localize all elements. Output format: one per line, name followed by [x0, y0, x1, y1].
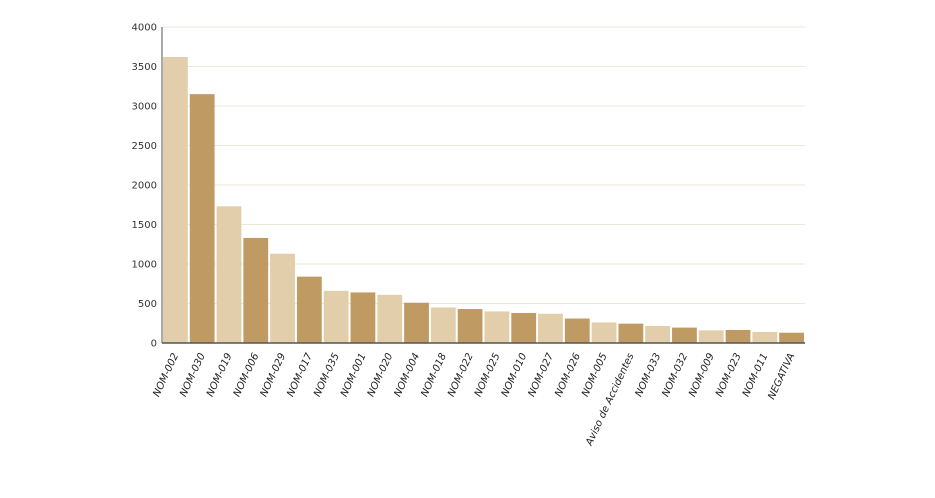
- bar: [484, 311, 510, 343]
- y-tick-label: 1500: [132, 220, 157, 231]
- bars: [163, 57, 804, 344]
- bar: [645, 326, 671, 343]
- bar: [243, 237, 269, 343]
- y-tick-label: 500: [138, 299, 157, 310]
- bar: [270, 253, 295, 343]
- x-tick-label: NOM-027: [526, 351, 556, 399]
- bar: [163, 57, 188, 344]
- y-tick-label: 1000: [132, 260, 157, 271]
- y-tick-label: 0: [151, 339, 157, 350]
- bar: [377, 294, 403, 343]
- bar: [350, 292, 376, 343]
- bar: [216, 206, 242, 343]
- x-tick-label: NOM-020: [366, 352, 396, 399]
- x-tick-label: NOM-011: [741, 352, 771, 399]
- x-tick-label: NOM-033: [634, 352, 664, 399]
- y-tick-labels: 0 500 1000 1500 2000 2500 3000 3500 4000: [132, 23, 157, 350]
- bar: [457, 309, 483, 343]
- x-tick-label: NOM-001: [339, 352, 369, 399]
- bar: [564, 318, 590, 343]
- x-tick-label: NOM-019: [205, 352, 235, 399]
- x-tick-label: NOM-006: [232, 352, 262, 399]
- x-tick-label: NEGATIVA: [766, 351, 797, 401]
- bar: [752, 331, 778, 343]
- y-tick-label: 2500: [132, 141, 157, 152]
- bar: [323, 290, 349, 343]
- bar: [698, 330, 724, 343]
- x-tick-label: NOM-026: [553, 352, 583, 399]
- x-tick-label: Aviso de Accidentes: [584, 352, 637, 449]
- x-tick-labels: NOM-002NOM-030NOM-019NOM-006NOM-029NOM-0…: [151, 351, 797, 448]
- bar: [779, 332, 804, 343]
- y-tick-label: 3000: [132, 102, 157, 113]
- bar: [511, 312, 537, 343]
- x-tick-label: NOM-035: [312, 352, 342, 399]
- y-tick-label: 3500: [132, 62, 157, 73]
- y-tick-label: 4000: [132, 23, 157, 34]
- x-tick-label: NOM-022: [446, 352, 476, 399]
- y-tick-label: 2000: [132, 181, 157, 192]
- gridlines: [162, 26, 805, 304]
- x-tick-label: NOM-029: [259, 352, 289, 399]
- bar: [618, 323, 644, 343]
- x-tick-label: NOM-032: [660, 352, 690, 399]
- x-tick-label: NOM-025: [473, 352, 503, 399]
- x-tick-label: NOM-017: [285, 351, 315, 399]
- bar: [672, 327, 697, 343]
- x-tick-label: NOM-004: [393, 352, 423, 399]
- x-tick-label: NOM-023: [714, 352, 744, 399]
- x-tick-label: NOM-005: [580, 352, 610, 399]
- x-tick-label: NOM-030: [178, 352, 208, 399]
- bar: [538, 313, 563, 343]
- bar: [189, 94, 215, 344]
- axes: [161, 27, 805, 344]
- bar: [430, 307, 456, 343]
- bar: [404, 302, 429, 343]
- x-tick-label: NOM-002: [151, 352, 181, 399]
- bar: [296, 276, 322, 343]
- bar: [725, 329, 751, 343]
- bar: [591, 322, 617, 343]
- x-tick-label: NOM-010: [500, 352, 530, 399]
- x-tick-label: NOM-009: [687, 352, 717, 399]
- x-tick-label: NOM-018: [419, 352, 449, 399]
